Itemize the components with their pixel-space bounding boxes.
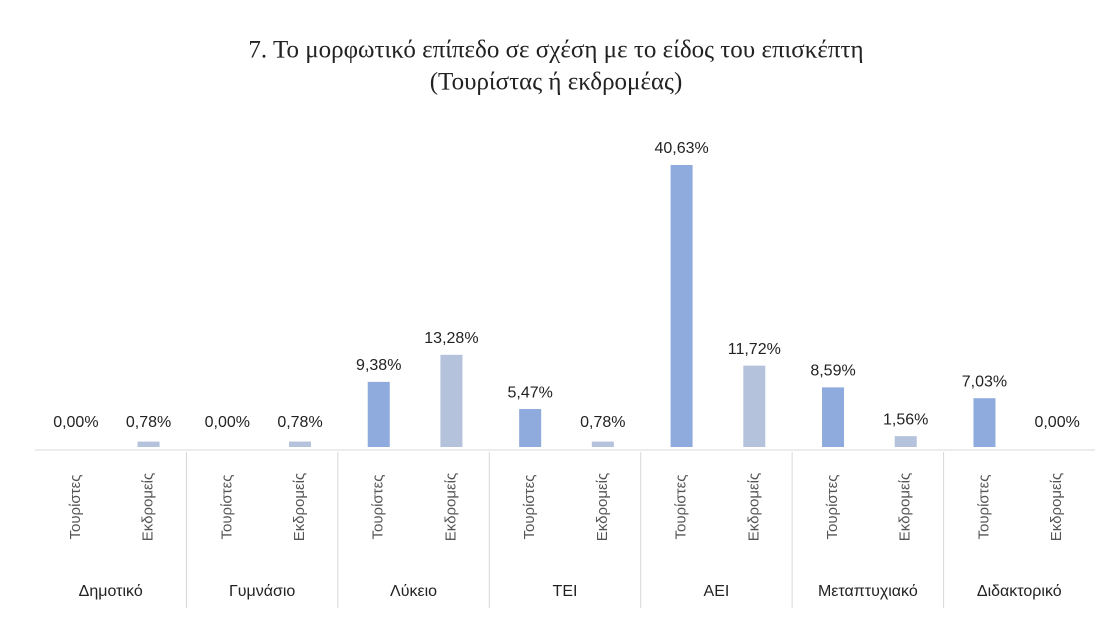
- data-label: 0,00%: [53, 414, 98, 431]
- sub-category-label: Τουρίστες: [370, 474, 387, 539]
- chart-subtitle: (Τουρίστας ή εκδρομέας): [430, 69, 683, 96]
- bar: [743, 365, 766, 447]
- bar: [894, 436, 917, 447]
- chart-title: 7. Το μορφωτικό επίπεδο σε σχέση με το ε…: [248, 37, 863, 64]
- data-label: 0,00%: [205, 414, 250, 431]
- bar: [973, 398, 996, 447]
- x-tick-label: Μεταπτυχιακό: [818, 583, 918, 600]
- data-label: 0,78%: [580, 414, 625, 431]
- data-label: 5,47%: [507, 384, 552, 401]
- x-tick-label: ΤΕΙ: [553, 583, 578, 600]
- sub-category-label: Τουρίστες: [824, 474, 841, 539]
- sub-category-label: Εκδρομείς: [140, 473, 157, 541]
- data-label: 0,00%: [1034, 414, 1079, 431]
- data-label: 1,56%: [883, 411, 928, 428]
- bar: [440, 354, 463, 447]
- sub-category-label: Τουρίστες: [218, 474, 235, 539]
- data-label: 13,28%: [424, 330, 478, 347]
- data-label: 8,59%: [810, 363, 855, 380]
- x-tick-label: Λύκειο: [390, 583, 437, 600]
- data-label: 11,72%: [728, 341, 781, 358]
- sub-category-label: Εκδρομείς: [594, 473, 611, 541]
- bar: [519, 409, 542, 447]
- bar: [591, 441, 614, 447]
- bar: [822, 387, 845, 447]
- sub-category-label: Τουρίστες: [975, 474, 992, 539]
- bar: [670, 165, 693, 447]
- sub-category-label: Τουρίστες: [673, 474, 690, 539]
- sub-category-label: Τουρίστες: [67, 474, 84, 539]
- sub-category-label: Εκδρομείς: [291, 473, 308, 541]
- bar: [289, 441, 311, 447]
- data-label: 7,03%: [962, 373, 1007, 390]
- x-tick-label: Γυμνάσιο: [229, 583, 295, 600]
- x-tick-label: Διδακτορικό: [977, 583, 1062, 600]
- bar: [137, 441, 160, 447]
- data-label: 9,38%: [356, 357, 401, 374]
- sub-category-label: Εκδρομείς: [897, 473, 914, 541]
- sub-category-label: Εκδρομείς: [745, 473, 762, 541]
- sub-category-label: Εκδρομείς: [442, 473, 459, 541]
- data-label: 0,78%: [277, 414, 322, 431]
- bar: [367, 381, 390, 447]
- x-tick-label: Δημοτικό: [79, 583, 143, 600]
- x-tick-label: ΑΕΙ: [704, 583, 730, 600]
- sub-category-label: Τουρίστες: [521, 474, 538, 539]
- data-label: 40,63%: [654, 140, 708, 157]
- data-label: 0,78%: [126, 414, 171, 431]
- sub-category-label: Εκδρομείς: [1048, 473, 1065, 541]
